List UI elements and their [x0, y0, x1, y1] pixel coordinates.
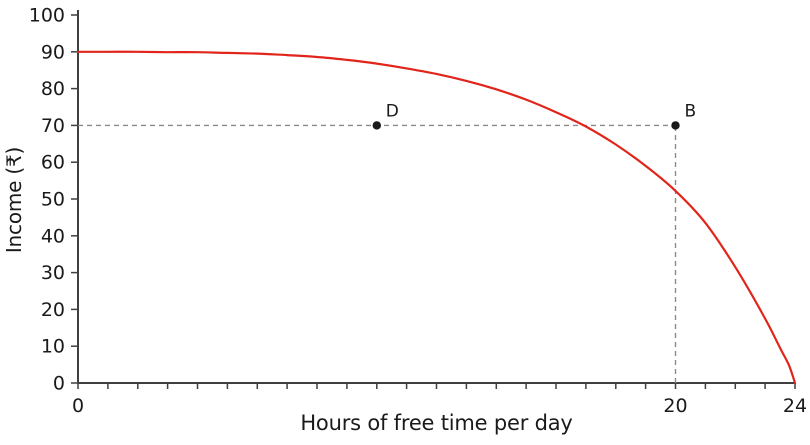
x-tick-label: 24: [783, 395, 807, 417]
y-tick-label: 0: [53, 373, 65, 395]
y-tick-label: 70: [41, 115, 65, 137]
point-D: [372, 121, 381, 130]
x-axis-title: Hours of free time per day: [300, 411, 573, 435]
y-tick-label: 10: [41, 336, 65, 358]
y-tick-label: 60: [41, 152, 65, 174]
y-tick-label: 40: [41, 225, 65, 247]
point-label-B: B: [685, 101, 697, 121]
y-tick-label: 30: [41, 262, 65, 284]
x-tick-label: 0: [72, 395, 84, 417]
point-label-D: D: [386, 101, 399, 121]
frontier-curve: [76, 50, 797, 385]
y-tick-label: 50: [41, 189, 65, 211]
x-tick-label: 20: [663, 395, 687, 417]
y-tick-label: 80: [41, 78, 65, 100]
y-tick-label: 100: [29, 5, 65, 27]
point-B: [671, 121, 680, 130]
y-tick-label: 90: [41, 41, 65, 63]
y-tick-label: 20: [41, 299, 65, 321]
y-axis-title: Income (₹): [2, 146, 26, 254]
